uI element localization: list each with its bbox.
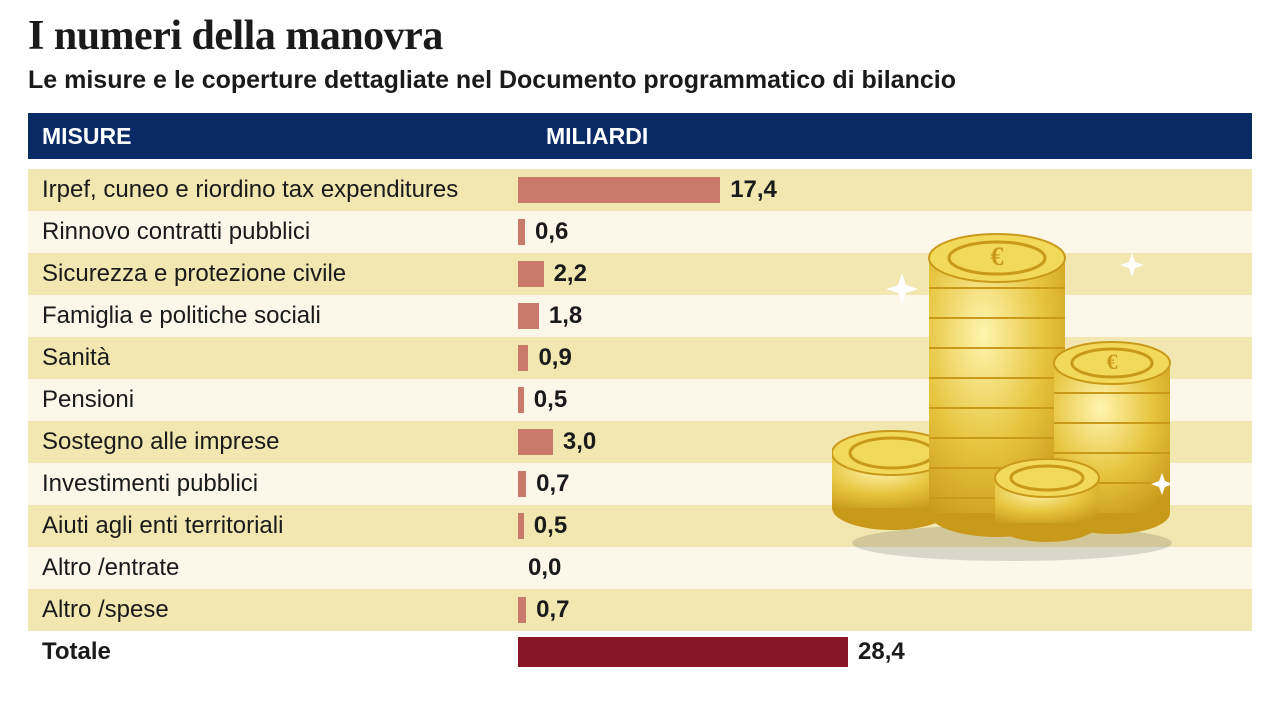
bar <box>518 219 525 245</box>
table-row: Sicurezza e protezione civile 2,2 <box>28 253 1252 295</box>
row-value: 2,2 <box>544 260 587 288</box>
table-row: Investimenti pubblici 0,7 <box>28 463 1252 505</box>
page-title: I numeri della manovra <box>28 12 1252 60</box>
row-label: Sicurezza e protezione civile <box>28 260 518 288</box>
row-bar-cell: 3,0 <box>518 421 1252 463</box>
row-bar-cell: 0,9 <box>518 337 1252 379</box>
row-bar-cell: 0,6 <box>518 211 1252 253</box>
bar <box>518 597 526 623</box>
row-value: 0,9 <box>528 344 571 372</box>
row-label: Famiglia e politiche sociali <box>28 302 518 330</box>
row-bar-cell: 1,8 <box>518 295 1252 337</box>
infographic: I numeri della manovra Le misure e le co… <box>0 0 1280 673</box>
row-label: Sostegno alle imprese <box>28 428 518 456</box>
table-row: Famiglia e politiche sociali 1,8 <box>28 295 1252 337</box>
page-subtitle: Le misure e le coperture dettagliate nel… <box>28 66 1252 95</box>
row-label: Pensioni <box>28 386 518 414</box>
table-row: Rinnovo contratti pubblici0,6 <box>28 211 1252 253</box>
bar <box>518 471 526 497</box>
table-row: Altro /entrate0,0 <box>28 547 1252 589</box>
row-value: 0,0 <box>518 554 561 582</box>
row-bar-cell: 2,2 <box>518 253 1252 295</box>
row-bar-cell: 0,7 <box>518 463 1252 505</box>
bar <box>518 303 539 329</box>
table-row: Aiuti agli enti territoriali0,5 <box>28 505 1252 547</box>
chart: MISURE MILIARDI Irpef, cuneo e riordino … <box>28 113 1252 673</box>
row-value: 0,7 <box>526 596 569 624</box>
row-value: 17,4 <box>720 176 777 204</box>
total-row: Totale 28,4 <box>28 631 1252 673</box>
row-label: Totale <box>28 638 518 666</box>
row-label: Sanità <box>28 344 518 372</box>
table-row: Irpef, cuneo e riordino tax expenditures… <box>28 169 1252 211</box>
table-row: Pensioni0,5 <box>28 379 1252 421</box>
row-value: 0,7 <box>526 470 569 498</box>
row-value: 3,0 <box>553 428 596 456</box>
header-miliardi: MILIARDI <box>518 123 1252 150</box>
row-value: 0,5 <box>524 386 567 414</box>
row-value: 0,5 <box>524 512 567 540</box>
table-row: Sostegno alle imprese 3,0 <box>28 421 1252 463</box>
table-body: Irpef, cuneo e riordino tax expenditures… <box>28 169 1252 673</box>
table-header: MISURE MILIARDI <box>28 113 1252 159</box>
table-row: Sanità 0,9 <box>28 337 1252 379</box>
row-bar-cell: 28,4 <box>518 631 1252 673</box>
bar <box>518 345 528 371</box>
bar <box>518 429 553 455</box>
row-label: Investimenti pubblici <box>28 470 518 498</box>
row-bar-cell: 17,4 <box>518 169 1252 211</box>
row-value: 1,8 <box>539 302 582 330</box>
bar <box>518 261 544 287</box>
row-label: Aiuti agli enti territoriali <box>28 512 518 540</box>
row-bar-cell: 0,5 <box>518 505 1252 547</box>
row-label: Altro /entrate <box>28 554 518 582</box>
bar <box>518 177 720 203</box>
row-label: Altro /spese <box>28 596 518 624</box>
row-bar-cell: 0,0 <box>518 547 1252 589</box>
total-bar <box>518 637 848 667</box>
row-label: Rinnovo contratti pubblici <box>28 218 518 246</box>
row-bar-cell: 0,5 <box>518 379 1252 421</box>
row-value: 28,4 <box>848 638 905 666</box>
row-label: Irpef, cuneo e riordino tax expenditures <box>28 176 518 204</box>
row-bar-cell: 0,7 <box>518 589 1252 631</box>
row-value: 0,6 <box>525 218 568 246</box>
table-row: Altro /spese 0,7 <box>28 589 1252 631</box>
header-measures: MISURE <box>28 123 518 150</box>
